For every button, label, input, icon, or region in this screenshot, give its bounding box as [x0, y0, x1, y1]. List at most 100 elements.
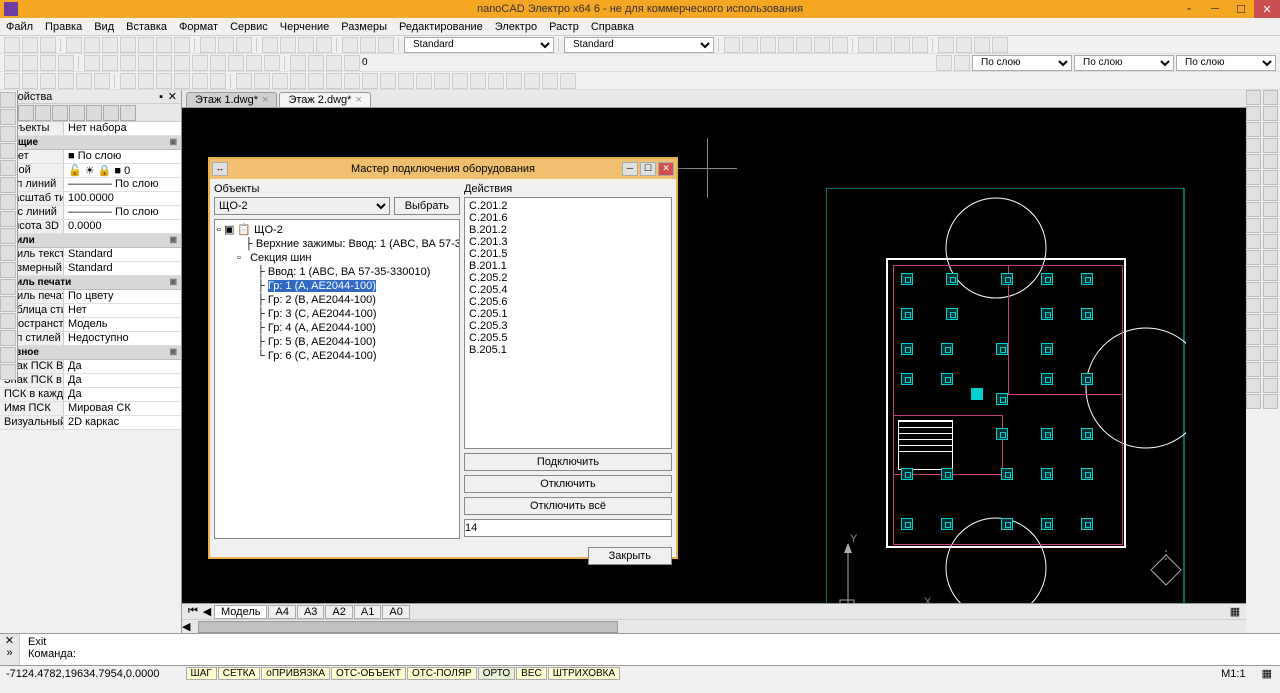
rt-icon[interactable]: [1263, 154, 1278, 169]
tb-icon[interactable]: [236, 73, 252, 89]
tab-a4[interactable]: A4: [268, 605, 295, 619]
rt-icon[interactable]: [1246, 90, 1261, 105]
dialog-min-icon[interactable]: ─: [622, 162, 638, 176]
tb-icon[interactable]: [506, 73, 522, 89]
list-item[interactable]: С.205.5: [467, 332, 669, 344]
tb-icon[interactable]: [94, 73, 110, 89]
tb-icon[interactable]: [272, 73, 288, 89]
rt-icon[interactable]: [1246, 250, 1261, 265]
tb-icon[interactable]: [560, 73, 576, 89]
menu-format[interactable]: Формат: [177, 21, 220, 33]
list-item[interactable]: С.201.2: [467, 200, 669, 212]
list-item[interactable]: В.201.1: [467, 260, 669, 272]
h-scrollbar[interactable]: ◀: [182, 619, 1246, 633]
tb-icon[interactable]: [912, 37, 928, 53]
lt-icon[interactable]: [0, 160, 16, 176]
pt-icon[interactable]: [69, 105, 85, 121]
select-button[interactable]: Выбрать: [394, 197, 460, 215]
rt-icon[interactable]: [1246, 234, 1261, 249]
tb-icon[interactable]: [58, 73, 74, 89]
tb-icon[interactable]: [102, 55, 118, 71]
object-select[interactable]: ЩО-2: [214, 197, 390, 215]
tb-icon[interactable]: [246, 55, 262, 71]
grid-button[interactable]: СЕТКА: [218, 667, 261, 680]
tb-icon[interactable]: [524, 73, 540, 89]
lt-icon[interactable]: [0, 177, 16, 193]
undo-icon[interactable]: [156, 37, 172, 53]
rt-icon[interactable]: [1246, 314, 1261, 329]
actions-list[interactable]: С.201.2С.201.6В.201.2С.201.3С.201.5В.201…: [464, 197, 672, 449]
rt-icon[interactable]: [1246, 394, 1261, 409]
lt-icon[interactable]: [0, 262, 16, 278]
tb-icon[interactable]: [814, 37, 830, 53]
tb-icon[interactable]: [58, 55, 74, 71]
menu-draw[interactable]: Черчение: [278, 21, 332, 33]
copy-icon[interactable]: [120, 37, 136, 53]
lweight-combo[interactable]: По слою: [1176, 55, 1276, 71]
rt-icon[interactable]: [1246, 122, 1261, 137]
pt-icon[interactable]: [86, 105, 102, 121]
tb-icon[interactable]: [174, 55, 190, 71]
tb-icon[interactable]: [416, 73, 432, 89]
text-style-combo[interactable]: Standard: [404, 37, 554, 53]
rt-icon[interactable]: [1263, 362, 1278, 377]
pt-icon[interactable]: [103, 105, 119, 121]
rt-icon[interactable]: [1246, 282, 1261, 297]
rt-icon[interactable]: [1263, 138, 1278, 153]
dim-style-combo[interactable]: Standard: [564, 37, 714, 53]
tb-icon[interactable]: [120, 73, 136, 89]
tb-icon[interactable]: [138, 73, 154, 89]
lt-icon[interactable]: [0, 126, 16, 142]
rt-icon[interactable]: [1263, 90, 1278, 105]
tb-icon[interactable]: [488, 73, 504, 89]
tb-icon[interactable]: [4, 73, 20, 89]
rt-icon[interactable]: [1263, 314, 1278, 329]
lt-icon[interactable]: [0, 194, 16, 210]
rt-icon[interactable]: [1246, 298, 1261, 313]
menu-edit[interactable]: Правка: [43, 21, 84, 33]
close-dialog-button[interactable]: Закрыть: [588, 547, 672, 565]
rt-icon[interactable]: [1246, 138, 1261, 153]
cut-icon[interactable]: [102, 37, 118, 53]
open-icon[interactable]: [22, 37, 38, 53]
menu-insert[interactable]: Вставка: [124, 21, 169, 33]
lweight-button[interactable]: ВЕС: [516, 667, 547, 680]
tb-icon[interactable]: [956, 37, 972, 53]
tab-2[interactable]: Этаж 2.dwg*×: [279, 92, 370, 107]
rt-icon[interactable]: [1246, 378, 1261, 393]
prop-val[interactable]: Нет набора: [64, 122, 181, 135]
lt-icon[interactable]: [0, 92, 16, 108]
tb-icon[interactable]: [218, 37, 234, 53]
polar-button[interactable]: ОТС-ПОЛЯР: [407, 667, 477, 680]
layer-icon[interactable]: [344, 55, 360, 71]
tb-icon[interactable]: [40, 55, 56, 71]
menu-electro[interactable]: Электро: [493, 21, 539, 33]
rt-icon[interactable]: [1263, 394, 1278, 409]
section-misc[interactable]: Разное: [0, 346, 181, 360]
tab-model[interactable]: Модель: [214, 605, 267, 619]
dialog-expand-icon[interactable]: ↔: [212, 162, 228, 176]
lt-icon[interactable]: [0, 364, 16, 380]
rt-icon[interactable]: [1246, 346, 1261, 361]
lt-icon[interactable]: [0, 330, 16, 346]
tb-icon[interactable]: [22, 55, 38, 71]
tb-icon[interactable]: [724, 37, 740, 53]
tb-icon[interactable]: [40, 73, 56, 89]
dialog-max-icon[interactable]: ☐: [640, 162, 656, 176]
tb-icon[interactable]: [156, 73, 172, 89]
tb-icon[interactable]: [974, 37, 990, 53]
rt-icon[interactable]: [1246, 154, 1261, 169]
minimize-button[interactable]: ─: [1202, 0, 1228, 18]
rt-icon[interactable]: [1263, 378, 1278, 393]
scale-display[interactable]: M1:1: [1213, 668, 1253, 680]
nav-prev-icon[interactable]: ◀: [200, 605, 214, 618]
tb-icon[interactable]: [434, 73, 450, 89]
list-item[interactable]: В.205.1: [467, 344, 669, 356]
tb-icon[interactable]: [858, 37, 874, 53]
hatch-button[interactable]: ШТРИХОВКА: [548, 667, 620, 680]
tb-icon[interactable]: [76, 73, 92, 89]
ortho-button[interactable]: ОРТО: [478, 667, 515, 680]
nav-first-icon[interactable]: ⏮: [186, 605, 200, 618]
connect-button[interactable]: Подключить: [464, 453, 672, 471]
paste-icon[interactable]: [138, 37, 154, 53]
